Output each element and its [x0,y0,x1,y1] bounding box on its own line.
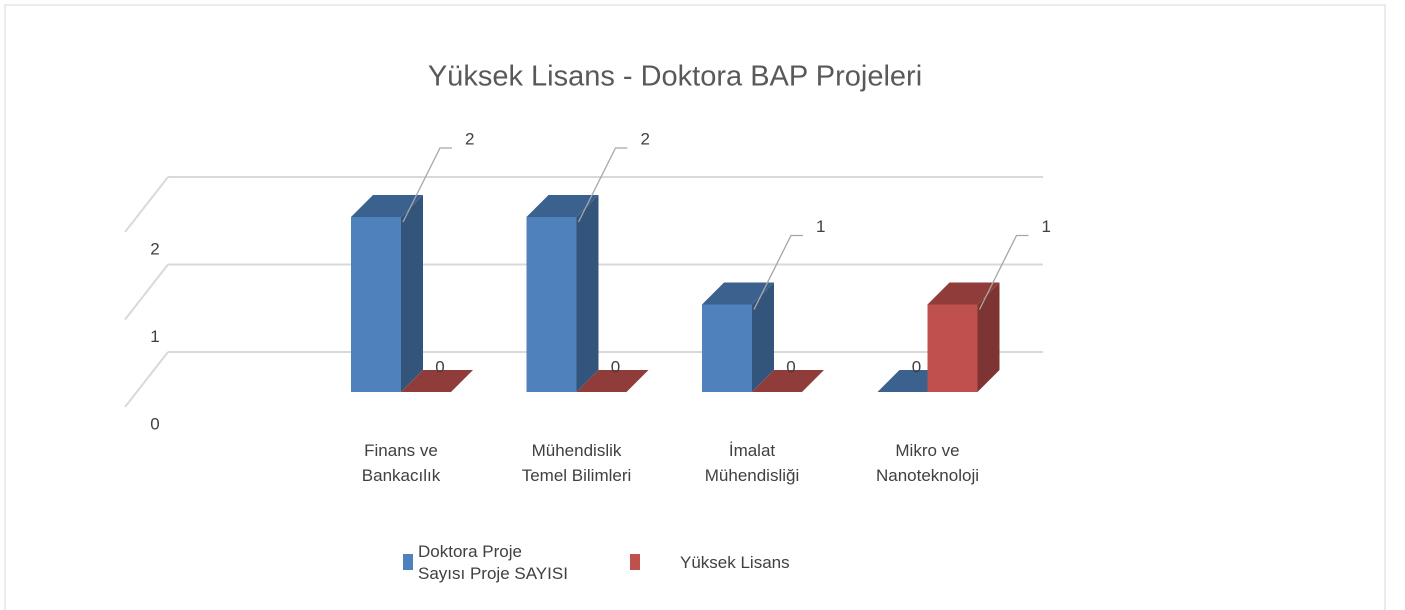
bar-front [927,304,978,392]
bar-top [351,195,423,217]
bar-front [526,217,577,392]
legend-label: Yüksek Lisans [680,553,790,572]
bar-side [576,195,599,392]
grid-line-side [124,351,169,408]
bar [927,282,1000,392]
bar-top [927,282,1000,305]
grid-line-side [124,263,169,321]
bar [401,370,473,392]
y-tick-label: 2 [150,239,159,258]
bar [351,195,423,392]
bar [702,282,774,392]
bar-side [977,282,1000,392]
data-label: 0 [611,357,620,376]
x-tick-label: Finans ve Bankacılık [361,441,441,485]
data-label: 0 [912,357,921,376]
bar-top [401,370,473,392]
chart-title: Yüksek Lisans - Doktora BAP Projeleri [428,61,922,93]
data-label: 1 [1042,217,1051,236]
bar [526,195,599,392]
bar [752,370,824,392]
bar [576,370,649,392]
bar-side [752,282,774,392]
bar-side [401,195,423,392]
leader-line [753,234,803,310]
chart-border [4,4,1386,610]
bar-top [752,370,824,392]
x-tick-label: Mühendislik Temel Bilimleri [521,441,632,485]
bar-front [702,304,752,392]
bar-top [576,370,649,392]
y-tick-label: 1 [150,327,159,346]
data-label: 1 [816,217,825,236]
grid-line-side [124,176,169,233]
data-label: 0 [435,357,444,376]
bar-top [702,282,774,305]
x-tick-label: İmalat Mühendisliği [704,441,800,485]
legend-label: Doktora Proje Sayısı Proje SAYISI [418,542,568,583]
legend-swatch [403,554,413,570]
leader-line [978,234,1029,310]
leader-line [577,147,628,223]
data-label: 0 [786,357,795,376]
legend-swatch [630,554,640,570]
data-label: 2 [641,129,650,148]
y-tick-label: 0 [150,414,159,433]
x-tick-label: Mikro ve Nanoteknoloji [875,441,979,485]
bar-front [351,217,401,392]
data-label: 2 [465,129,474,148]
leader-line [402,147,452,223]
bar-top [526,195,599,217]
